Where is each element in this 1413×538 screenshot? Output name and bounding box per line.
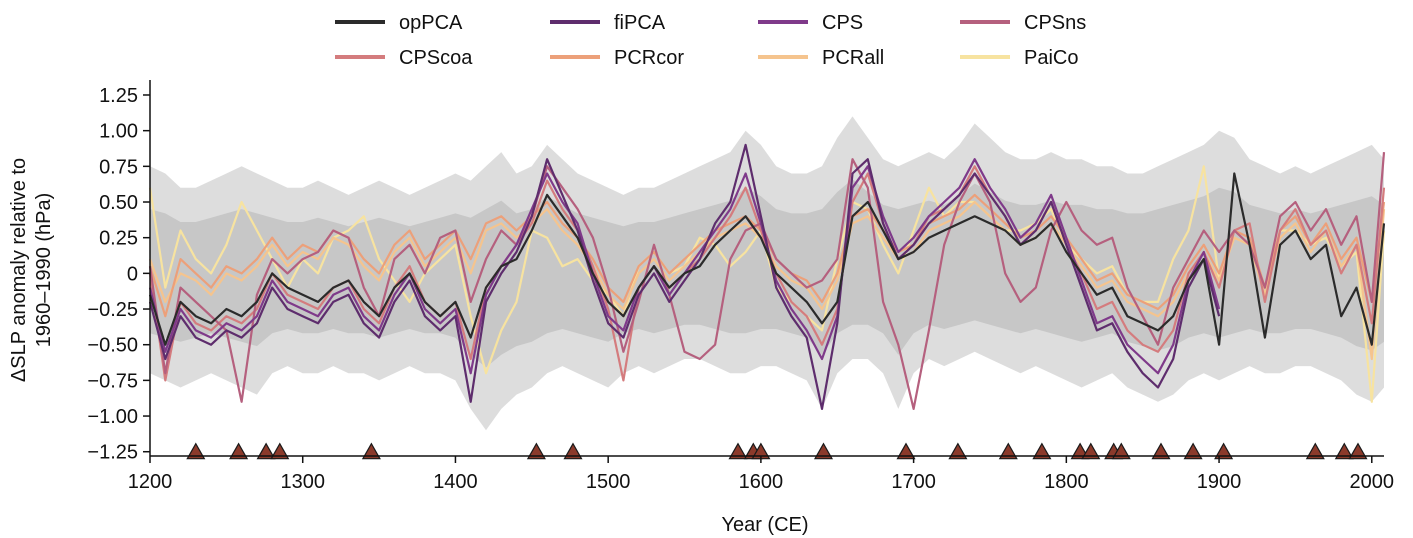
y-tick-label: −0.50 — [87, 335, 138, 357]
series-line-PCRcor — [148, 193, 1386, 318]
triangle-marker — [526, 442, 546, 460]
triangle-marker — [1183, 442, 1203, 460]
y-tick-label: −1.00 — [87, 406, 138, 428]
legend-label-CPScoa: CPScoa — [399, 47, 473, 69]
triangle-marker — [728, 442, 748, 460]
x-tick-label: 1900 — [1197, 471, 1242, 493]
triangle-marker — [813, 442, 834, 460]
legend-label-fiPCA: fiPCA — [614, 12, 666, 34]
triangle-marker — [1032, 442, 1052, 460]
legend-label-PaiCo: PaiCo — [1024, 47, 1078, 69]
x-tick-label: 1300 — [280, 471, 325, 493]
y-tick-label: 0 — [127, 263, 138, 285]
x-tick-label: 1700 — [891, 471, 936, 493]
legend-label-CPS: CPS — [822, 12, 863, 34]
series-line-PaiCo — [148, 165, 1386, 403]
triangle-marker — [563, 442, 583, 460]
series-layer — [148, 143, 1386, 410]
triangle-marker — [270, 442, 290, 460]
series-line-CPSns — [148, 152, 1386, 410]
legend: opPCA fiPCA CPS CPSns CPScoa PCRcor PCRall PaiC… — [335, 12, 1086, 69]
y-axis-title-line-1: ΔSLP anomaly relative to — [8, 158, 30, 382]
x-tick-label: 1400 — [433, 471, 478, 493]
x-tick-label: 2000 — [1350, 471, 1395, 493]
x-tick-label: 1500 — [586, 471, 631, 493]
series-line-opPCA — [148, 172, 1386, 346]
triangle-marker — [1334, 442, 1354, 460]
x-tick-label: 1800 — [1044, 471, 1089, 493]
triangle-marker — [1348, 442, 1368, 460]
x-tick-label: 1200 — [128, 471, 173, 493]
triangle-marker — [186, 442, 206, 460]
x-tick-label: 1600 — [739, 471, 784, 493]
triangle-marker — [1111, 442, 1131, 460]
triangle-marker — [1081, 442, 1101, 460]
uncertainty-band-area — [150, 116, 1384, 431]
triangle-marker — [1151, 442, 1171, 460]
series-line-fiPCA — [148, 143, 1221, 410]
x-axis-title: Year (CE) — [721, 514, 808, 536]
y-tick-label: 0.50 — [99, 192, 138, 214]
triangle-marker — [896, 442, 916, 460]
y-tick-label: 1.00 — [99, 121, 138, 143]
y-tick-label: −0.75 — [87, 370, 138, 392]
triangle-marker — [229, 442, 249, 460]
triangle-marker — [1305, 442, 1325, 460]
triangle-marker — [256, 442, 276, 460]
triangle-marker — [948, 442, 968, 460]
y-tick-label: −0.25 — [87, 299, 138, 321]
y-tick-label: 0.75 — [99, 156, 138, 178]
legend-label-opPCA: opPCA — [399, 12, 463, 34]
y-tick-label: 1.25 — [99, 85, 138, 107]
y-axis-title-line-2: 1960–1990 (hPa) — [33, 193, 55, 348]
y-tick-label: −1.25 — [87, 442, 138, 464]
axes: −1.25 −1.00 −0.75 −0.50 −0.25 0 0.25 0.50 0.75 1.… — [87, 80, 1394, 493]
triangle-marker — [361, 442, 381, 460]
legend-label-PCRall: PCRall — [822, 47, 884, 69]
triangle-marker — [998, 442, 1018, 460]
legend-label-CPSns: CPSns — [1024, 12, 1086, 34]
triangle-marker — [1214, 442, 1234, 460]
y-tick-label: 0.25 — [99, 228, 138, 250]
uncertainty-band — [150, 116, 1384, 431]
legend-label-PCRcor: PCRcor — [614, 47, 684, 69]
